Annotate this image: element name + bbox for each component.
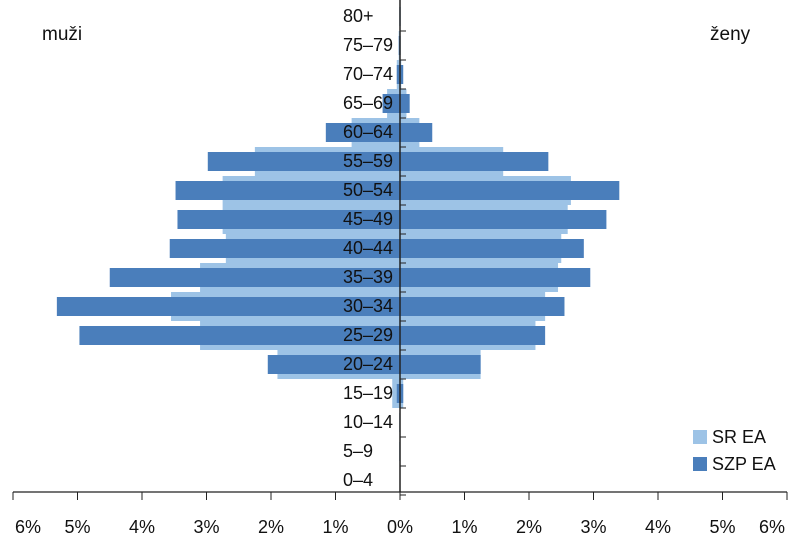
bar-szp-ea-women-12 xyxy=(400,355,481,374)
men-side-label: muži xyxy=(42,24,82,45)
x-tick-label-11: 5% xyxy=(709,517,735,537)
category-label-12: 20–24 xyxy=(343,354,393,374)
x-tick-label-8: 2% xyxy=(516,517,542,537)
x-tick-label-5: 1% xyxy=(322,517,348,537)
legend-swatch-1 xyxy=(693,457,707,471)
x-tick-label-6: 0% xyxy=(387,517,413,537)
axes: 6% 5% 4% 3% 2% 1% 0% 1% 2% 3% 4% 5% 6% xyxy=(12,0,788,537)
bar-szp-ea-women-5 xyxy=(400,152,549,171)
bar-szp-ea-men-8 xyxy=(169,239,400,258)
bar-szp-ea-women-4 xyxy=(400,123,433,142)
legend: SR EA SZP EA xyxy=(693,427,776,474)
bar-szp-ea-men-12 xyxy=(267,355,400,374)
bar-szp-ea-women-8 xyxy=(400,239,584,258)
x-tick-label-1: 5% xyxy=(64,517,90,537)
bar-szp-ea-men-13 xyxy=(396,384,400,403)
category-label-15: 5–9 xyxy=(343,441,373,461)
category-label-6: 50–54 xyxy=(343,180,393,200)
legend-label-1: SZP EA xyxy=(712,454,776,474)
x-tick-label-4: 2% xyxy=(258,517,284,537)
category-label-16: 0–4 xyxy=(343,470,373,490)
category-label-7: 45–49 xyxy=(343,209,393,229)
bar-szp-ea-men-2 xyxy=(396,65,400,84)
category-label-9: 35–39 xyxy=(343,267,393,287)
bar-szp-ea-women-10 xyxy=(400,297,565,316)
bar-szp-ea-women-3 xyxy=(400,94,410,113)
category-label-8: 40–44 xyxy=(343,238,393,258)
x-tick-label-2: 4% xyxy=(129,517,155,537)
legend-swatch-0 xyxy=(693,430,707,444)
bar-szp-ea-women-2 xyxy=(400,65,404,84)
x-tick-label-9: 3% xyxy=(580,517,606,537)
bar-szp-ea-men-6 xyxy=(175,181,400,200)
bars-szp-ea xyxy=(56,7,620,461)
women-side-label: ženy xyxy=(710,24,751,45)
x-tick-label-3: 3% xyxy=(193,517,219,537)
category-label-4: 60–64 xyxy=(343,122,393,142)
bar-szp-ea-men-3 xyxy=(382,94,400,113)
category-labels: 80+ 75–79 70–74 65–69 60–64 55–59 50–54 45–49 40… xyxy=(343,6,393,490)
bar-szp-ea-women-11 xyxy=(400,326,546,345)
bar-szp-ea-men-11 xyxy=(79,326,400,345)
legend-label-0: SR EA xyxy=(712,427,766,447)
bar-szp-ea-men-10 xyxy=(56,297,401,316)
bar-szp-ea-women-9 xyxy=(400,268,591,287)
bar-szp-ea-men-4 xyxy=(325,123,400,142)
x-tick-label-10: 4% xyxy=(645,517,671,537)
bar-szp-ea-women-7 xyxy=(400,210,607,229)
category-label-3: 65–69 xyxy=(343,93,393,113)
category-label-1: 75–79 xyxy=(343,35,393,55)
bar-szp-ea-women-6 xyxy=(400,181,620,200)
category-label-13: 15–19 xyxy=(343,383,393,403)
bar-szp-ea-women-13 xyxy=(400,384,404,403)
category-label-0: 80+ xyxy=(343,6,374,26)
category-label-14: 10–14 xyxy=(343,412,393,432)
category-label-2: 70–74 xyxy=(343,64,393,84)
bar-szp-ea-men-5 xyxy=(207,152,400,171)
category-label-11: 25–29 xyxy=(343,325,393,345)
x-tick-label-0: 6% xyxy=(15,517,41,537)
bar-sr-ea-men-13 xyxy=(392,379,400,408)
bar-szp-ea-men-9 xyxy=(109,268,400,287)
bar-szp-ea-men-7 xyxy=(177,210,400,229)
x-tick-label-7: 1% xyxy=(451,517,477,537)
category-label-5: 55–59 xyxy=(343,151,393,171)
x-tick-label-12: 6% xyxy=(759,517,785,537)
category-label-10: 30–34 xyxy=(343,296,393,316)
